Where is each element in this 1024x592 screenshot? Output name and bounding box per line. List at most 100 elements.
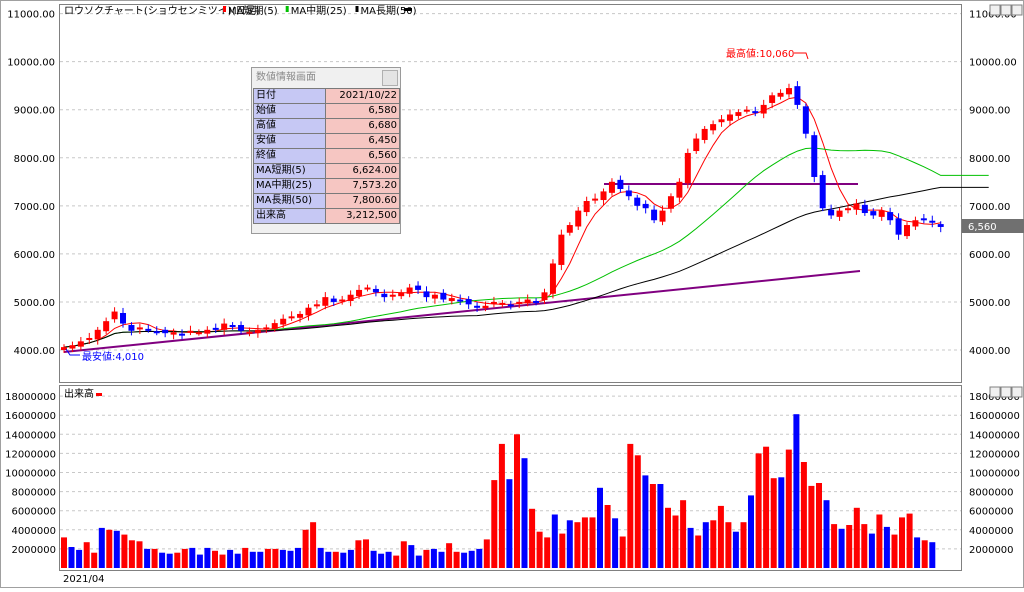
volume-bar <box>121 534 128 568</box>
minimize-button[interactable] <box>989 4 1001 16</box>
candle-body <box>676 181 683 198</box>
volume-bar <box>189 547 196 568</box>
volume-bar <box>846 525 853 568</box>
info-window-close-button[interactable] <box>382 70 398 86</box>
info-row-label: MA短期(5) <box>252 163 327 179</box>
candle-body <box>280 318 287 325</box>
price-tick-label: 9000.00 <box>14 106 55 117</box>
candle-body <box>566 225 573 233</box>
volume-tick-label: 10000000 <box>5 469 56 480</box>
volume-bar <box>98 527 105 568</box>
legend-end-marker <box>404 8 412 11</box>
candle-body <box>103 321 110 332</box>
volume-bar <box>461 552 468 568</box>
volume-bar <box>808 485 815 568</box>
candle-body <box>769 95 776 103</box>
volume-bar <box>453 551 460 568</box>
low-pointer <box>65 348 80 356</box>
candle-body <box>735 112 742 116</box>
candle-body <box>592 198 599 201</box>
candle-body <box>356 289 363 297</box>
info-row-value: 6,580 <box>325 103 400 119</box>
volume-maximize-button[interactable] <box>1000 386 1012 398</box>
candle-body <box>617 179 624 189</box>
candle-body <box>94 329 101 340</box>
volume-bar <box>619 536 626 568</box>
candle-body <box>651 209 658 221</box>
volume-bar <box>929 542 936 568</box>
volume-bar <box>430 548 437 568</box>
volume-tick-label: 4000000 <box>11 526 56 537</box>
candle-body <box>465 299 472 305</box>
candle-body <box>153 331 160 334</box>
candle-body <box>423 291 430 298</box>
volume-bar <box>891 534 898 568</box>
close-button[interactable] <box>1011 4 1023 16</box>
candle-body <box>575 210 582 227</box>
volume-bar <box>906 513 913 568</box>
info-row: MA中期(25) 7,573.20 <box>252 178 400 194</box>
volume-close-button[interactable] <box>1011 386 1023 398</box>
info-row-value: 3,212,500 <box>325 208 400 224</box>
volume-bar <box>68 547 75 568</box>
price-tick-label: 5000.00 <box>14 298 55 309</box>
volume-bar <box>355 540 362 568</box>
volume-bar <box>868 533 875 568</box>
volume-tick-label: 2000000 <box>969 545 1014 556</box>
candle-body <box>625 190 632 197</box>
candle-body <box>794 86 801 105</box>
volume-bar <box>76 549 83 568</box>
volume-panel-controls[interactable] <box>989 386 1023 398</box>
volume-bar <box>302 529 309 568</box>
info-row-value: 6,680 <box>325 118 400 134</box>
volume-bar <box>174 552 181 568</box>
candle-body <box>516 301 523 304</box>
volume-bar <box>657 484 664 568</box>
candle-body <box>297 313 304 318</box>
candle-body <box>844 208 851 211</box>
volume-bar <box>166 553 173 568</box>
volume-bar <box>853 507 860 568</box>
volume-bars <box>61 414 936 569</box>
candle-body <box>541 292 548 301</box>
legend-swatch <box>223 6 226 12</box>
volume-bar <box>332 551 339 568</box>
volume-bar <box>785 449 792 568</box>
candle-body <box>221 323 228 330</box>
info-window[interactable]: 数値情報画面 日付 2021/10/22 始値 6,580 高値 6,680 安値 6,450… <box>251 67 401 234</box>
volume-bar <box>581 517 588 568</box>
price-tick-label: 11000.00 <box>7 10 55 21</box>
volume-bar <box>717 505 724 568</box>
volume-bar <box>476 548 483 568</box>
price-tick-label: 6000.00 <box>14 250 55 261</box>
candle-body <box>533 300 540 303</box>
volume-bar <box>151 548 158 568</box>
candle-body <box>937 224 944 227</box>
volume-minimize-button[interactable] <box>989 386 1001 398</box>
candle-body <box>170 332 177 335</box>
candle-body <box>61 347 67 350</box>
volume-label: 出来高 <box>64 387 94 400</box>
candle-body <box>777 92 784 97</box>
info-row-label: MA中期(25) <box>252 178 327 194</box>
volume-bar <box>672 515 679 568</box>
support-trendline <box>63 270 861 353</box>
volume-bar <box>446 543 453 568</box>
volume-bar <box>551 514 558 568</box>
candle-body <box>642 203 649 209</box>
info-row: 始値 6,580 <box>252 103 400 119</box>
candle-body <box>819 175 826 209</box>
candle-body <box>583 201 590 213</box>
info-window-titlebar[interactable]: 数値情報画面 <box>252 68 400 88</box>
candle-body <box>474 305 481 308</box>
volume-bar <box>491 480 498 568</box>
maximize-button[interactable] <box>1000 4 1012 16</box>
price-tick-label: 7000.00 <box>969 202 1010 213</box>
volume-bar <box>800 462 807 568</box>
info-row-value: 7,573.20 <box>325 178 400 194</box>
volume-axis-right: 2000000 4000000 6000000 8000000 10000000 1200… <box>969 392 1020 556</box>
price-tick-label: 6000.00 <box>969 250 1010 261</box>
volume-bar <box>227 549 234 568</box>
price-panel-controls[interactable] <box>989 4 1023 16</box>
